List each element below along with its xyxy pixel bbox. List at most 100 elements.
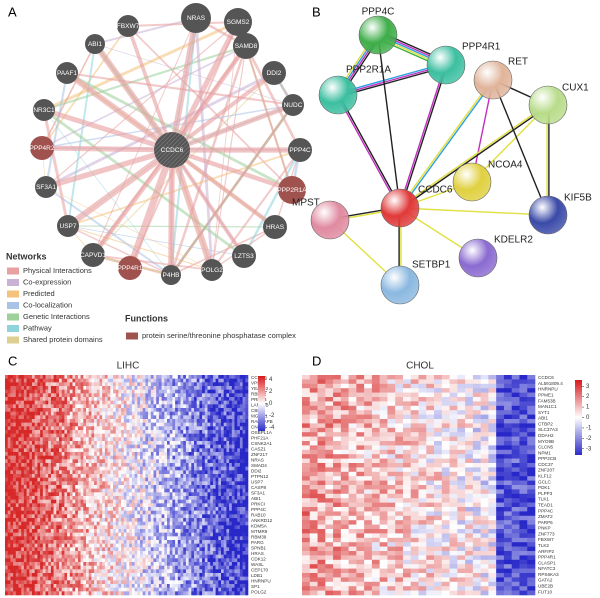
heatmap-cell	[7, 514, 11, 519]
heatmap-cell	[161, 507, 165, 511]
heatmap-cell	[150, 532, 154, 537]
heatmap-cell	[91, 448, 95, 453]
heatmap-cell	[86, 554, 89, 559]
heatmap-cell	[131, 422, 135, 427]
heatmap-cell	[231, 481, 235, 486]
heatmap-cell	[156, 543, 160, 548]
heatmap-cell	[42, 400, 46, 405]
heatmap-cell	[45, 448, 49, 453]
heatmap-cell	[56, 558, 60, 563]
heatmap-cell	[102, 496, 106, 500]
heatmap-cell	[91, 400, 95, 405]
heatmap-cell	[212, 540, 216, 544]
heatmap-cell	[13, 492, 17, 497]
heatmap-cell	[59, 562, 62, 566]
heatmap-cell	[156, 400, 160, 405]
heatmap-cell	[102, 551, 106, 555]
heatmap-cell	[7, 474, 11, 478]
heatmap-cell	[107, 382, 111, 387]
heatmap-cell	[94, 400, 98, 405]
heatmap-cell	[61, 400, 65, 405]
heatmap-cell	[118, 448, 122, 453]
heatmap-cell	[99, 525, 103, 530]
heatmap-cell	[226, 540, 230, 544]
heatmap-cell	[202, 386, 206, 390]
heatmap-cell	[5, 510, 8, 515]
heatmap-cell	[10, 389, 14, 394]
heatmap-cell	[212, 382, 216, 387]
heatmap-cell	[121, 408, 125, 412]
heatmap-cell	[167, 492, 170, 497]
heatmap-cell	[64, 540, 68, 544]
heatmap-cell	[167, 419, 170, 423]
heatmap-cell	[164, 518, 168, 522]
legend-label: Physical Interactions	[23, 266, 92, 275]
heatmap-cell	[145, 503, 149, 508]
heatmap-cell	[218, 455, 222, 460]
heatmap-cell	[83, 503, 87, 508]
heatmap-cell	[37, 518, 41, 522]
heatmap-cell	[177, 463, 181, 467]
heatmap-cell	[126, 529, 130, 533]
heatmap-cell	[88, 477, 92, 482]
heatmap-cell	[221, 466, 224, 471]
heatmap-cell	[131, 463, 135, 467]
heatmap-cell	[34, 459, 38, 464]
heatmap-cell	[96, 492, 100, 497]
heatmap-cell	[212, 389, 216, 394]
heatmap-cell	[134, 437, 138, 442]
heatmap-cell	[13, 543, 17, 548]
heatmap-cell	[202, 437, 206, 442]
heatmap-cell	[48, 474, 52, 478]
heatmap-cell	[121, 499, 125, 504]
heatmap-cell	[245, 562, 249, 566]
heatmap-cell	[102, 540, 106, 544]
heatmap-cell	[153, 488, 157, 493]
heatmap-cell	[115, 543, 119, 548]
heatmap-cell	[204, 554, 208, 559]
heatmap-cell	[196, 543, 200, 548]
heatmap-cell	[218, 393, 222, 398]
heatmap-cell	[210, 463, 214, 467]
heatmap-cell	[77, 543, 81, 548]
heatmap-cell	[10, 463, 14, 467]
heatmap-cell	[61, 540, 65, 544]
heatmap-cell	[102, 437, 106, 442]
heatmap-cell	[23, 375, 27, 379]
heatmap-cell	[140, 415, 143, 420]
heatmap-cell	[126, 422, 130, 427]
heatmap-cell	[75, 540, 79, 544]
heatmap-cell	[45, 470, 49, 475]
heatmap-cell	[221, 411, 224, 416]
heatmap-cell	[48, 389, 52, 394]
heatmap-cell	[40, 422, 44, 427]
heatmap-cell	[145, 400, 149, 405]
heatmap-cell	[196, 499, 200, 504]
heatmap-cell	[67, 393, 71, 398]
heatmap-cell	[94, 389, 98, 394]
heatmap-cell	[226, 397, 230, 401]
heatmap-cell	[183, 470, 187, 475]
heatmap-cell	[142, 565, 146, 570]
heatmap-cell	[110, 389, 114, 394]
heatmap-cell	[21, 408, 25, 412]
heatmap-cell	[53, 430, 57, 434]
heatmap-cell	[99, 397, 103, 401]
heatmap-cell	[164, 507, 168, 511]
heatmap-cell	[239, 477, 243, 482]
heatmap-cell	[104, 510, 108, 515]
heatmap-cell	[23, 540, 27, 544]
heatmap-cell	[245, 437, 249, 442]
heatmap-cell	[34, 426, 38, 431]
heatmap-cell	[140, 393, 143, 398]
heatmap-cell	[148, 510, 152, 515]
heatmap-cell	[104, 408, 108, 412]
heatmap-cell	[234, 452, 238, 456]
heatmap-cell	[67, 507, 71, 511]
heatmap-cell	[142, 510, 146, 515]
heatmap-cell	[129, 404, 133, 409]
heatmap-cell	[175, 507, 179, 511]
heatmap-cell	[96, 415, 100, 420]
heatmap-cell	[96, 448, 100, 453]
heatmap-cell	[83, 514, 87, 519]
